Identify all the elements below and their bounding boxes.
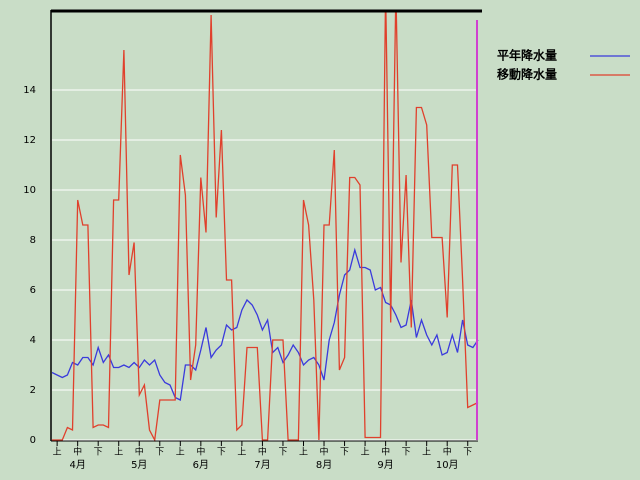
x-tick-label: 中 — [196, 446, 205, 458]
legend-label: 平年降水量 — [497, 48, 557, 63]
y-tick-label: 12 — [23, 135, 36, 146]
x-tick-label: 上 — [422, 447, 431, 458]
series-line — [52, 247, 479, 401]
x-tick-label: 中 — [73, 446, 82, 458]
y-tick-label: 0 — [30, 435, 36, 446]
x-tick-label: 中 — [258, 446, 267, 458]
series-line — [52, 10, 479, 442]
x-tick-label: 下 — [217, 448, 226, 458]
month-label: 6月 — [193, 459, 209, 471]
x-tick-label: 上 — [299, 447, 308, 458]
y-tick-label: 14 — [23, 85, 36, 96]
month-label: 10月 — [436, 459, 459, 471]
month-label: 5月 — [131, 459, 147, 471]
x-tick-label: 中 — [381, 446, 390, 458]
y-tick-label: 2 — [30, 385, 36, 396]
month-label: 4月 — [69, 459, 85, 471]
x-tick-label: 上 — [237, 447, 246, 458]
x-tick-label: 下 — [94, 448, 103, 458]
x-tick-label: 上 — [361, 447, 370, 458]
x-tick-label: 中 — [443, 446, 452, 458]
x-tick-label: 下 — [155, 448, 164, 458]
y-tick-label: 8 — [30, 235, 36, 246]
y-tick-label: 4 — [30, 335, 36, 346]
month-label: 7月 — [254, 459, 270, 471]
x-tick-label: 上 — [176, 447, 185, 458]
y-tick-label: 10 — [23, 185, 36, 196]
y-tick-label: 6 — [30, 285, 36, 296]
x-tick-label: 下 — [463, 448, 472, 458]
x-tick-label: 中 — [320, 446, 329, 458]
month-label: 8月 — [316, 459, 332, 471]
x-tick-label: 上 — [114, 447, 123, 458]
x-tick-label: 下 — [402, 448, 411, 458]
x-tick-label: 中 — [135, 446, 144, 458]
x-tick-label: 上 — [53, 447, 62, 458]
x-tick-label: 下 — [340, 448, 349, 458]
legend-label: 移動降水量 — [497, 67, 557, 82]
month-label: 9月 — [377, 459, 393, 471]
x-tick-label: 下 — [278, 448, 287, 458]
